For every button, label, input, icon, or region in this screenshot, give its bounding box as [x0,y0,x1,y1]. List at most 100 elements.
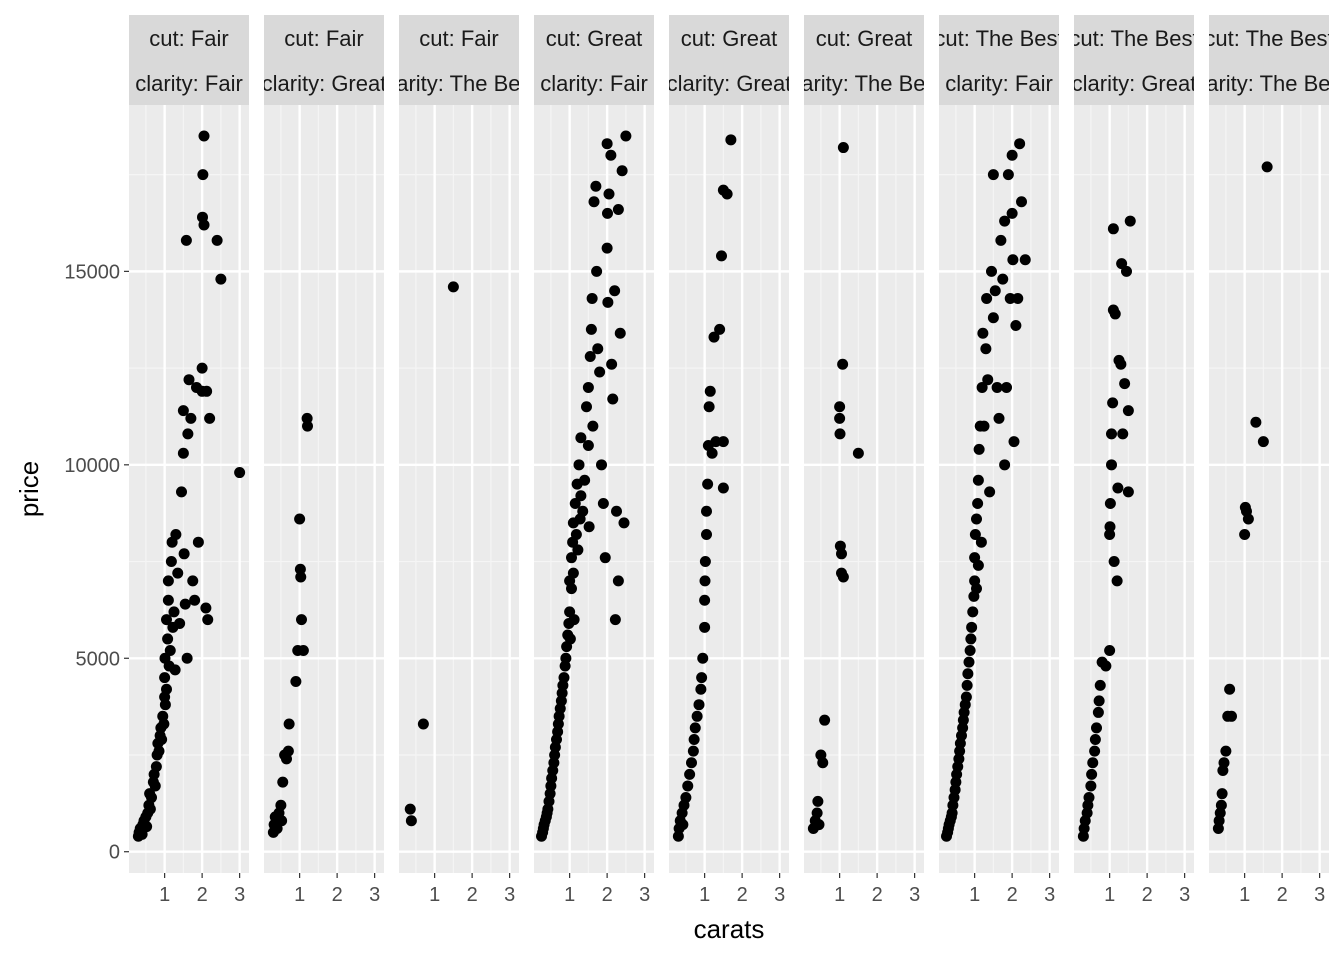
data-point [564,633,576,645]
data-point [149,780,161,792]
facet-strip [1209,15,1329,105]
data-point [169,664,181,676]
data-point [702,478,714,490]
data-point [1124,215,1136,227]
data-point [980,343,992,355]
data-point [581,401,592,413]
data-point [596,459,607,471]
data-point [146,792,157,804]
data-point [1006,207,1018,219]
data-point [294,563,306,575]
data-point [153,745,165,757]
data-point [582,439,594,451]
strip-label-clarity: clarity: Fair [540,71,648,96]
data-point [699,575,711,587]
data-point [1085,780,1097,792]
data-point [973,443,985,455]
data-point [302,420,313,432]
facet-strip [1074,15,1194,105]
x-tick-label: 2 [1007,884,1018,906]
data-point [1119,378,1131,390]
data-point [170,528,182,540]
data-point [1002,169,1014,181]
data-point [283,718,295,730]
facet-strip [399,15,519,105]
data-point [1093,695,1105,707]
x-tick-label: 3 [639,884,650,906]
facet-panel: cut: The Best clarity: The Best 1 2 3 [1209,15,1329,906]
data-point [587,420,599,432]
x-tick-label: 2 [197,884,208,906]
data-point [583,521,595,533]
data-point [1019,254,1031,266]
panel-background [804,105,924,873]
data-point [612,203,624,215]
data-point [162,575,174,587]
data-point [717,436,729,448]
data-point [567,567,579,579]
data-point [965,633,977,645]
panel-background [399,105,519,873]
data-point [972,498,984,510]
data-point [447,281,459,293]
data-point [296,614,307,626]
panel-background [129,105,249,873]
data-point [693,699,705,711]
data-point [721,188,733,200]
x-tick-label: 1 [1104,884,1115,906]
strip-label-clarity: clarity: The Best [785,71,942,96]
data-point [987,169,999,181]
data-point [1012,292,1024,304]
data-point [211,234,223,246]
data-point [1010,320,1022,332]
y-tick-label: 15000 [64,261,120,283]
data-point [699,621,711,633]
data-point [601,138,613,150]
panel-background [1209,105,1329,873]
x-tick-label: 3 [504,884,515,906]
x-tick-label: 2 [602,884,613,906]
data-point [1261,161,1273,173]
facet-strip [534,15,654,105]
data-point [686,757,697,769]
data-point [1242,513,1254,525]
data-point [716,250,727,262]
data-point [1092,706,1104,718]
data-point [1106,459,1117,471]
x-tick-label: 1 [969,884,980,906]
x-tick-label: 3 [1044,884,1055,906]
data-point [1094,679,1106,691]
data-point [197,169,209,181]
facet-panel: cut: Fair clarity: Fair 1 2 3 [129,15,249,906]
facet-panel: cut: The Best clarity: Fair 1 2 3 [939,15,1059,906]
data-point [834,412,846,424]
facet-panel: cut: Great clarity: The Best 1 2 3 [785,15,942,906]
data-point [204,412,216,424]
x-tick-label: 3 [369,884,380,906]
facet-strip [939,15,1059,105]
data-point [616,165,628,177]
data-point [301,412,313,424]
data-point [185,412,197,424]
strip-label-cut: cut: Great [816,26,913,51]
data-point [986,265,997,277]
data-point [1087,757,1099,769]
data-point [1106,428,1117,440]
x-tick-label: 3 [1179,884,1190,906]
panel-background [1074,105,1194,873]
data-point [997,273,1009,285]
data-point [978,420,990,432]
data-point [178,548,190,560]
data-point [993,412,1005,424]
data-point [1112,482,1124,494]
data-point [275,799,287,811]
data-point [1257,436,1269,448]
data-point [584,350,596,362]
data-point [579,474,591,486]
facet-panel: cut: Fair clarity: The Best 1 2 3 [399,15,519,906]
data-point [1109,308,1121,320]
data-point [682,780,694,792]
data-point [977,327,989,339]
x-tick-label: 2 [737,884,748,906]
data-point [1107,397,1119,409]
